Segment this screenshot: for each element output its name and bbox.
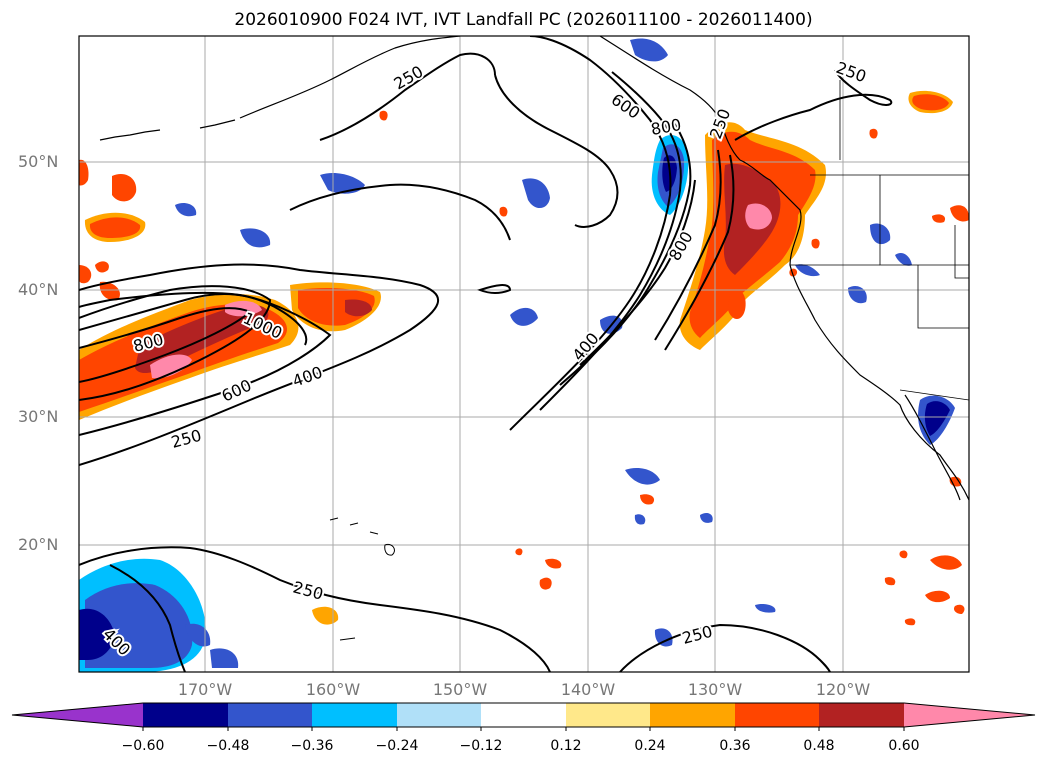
- islands: [329, 517, 395, 641]
- plot-frame: [78, 35, 970, 673]
- lon-label: 160°W: [305, 680, 361, 699]
- colorbar-label: −0.36: [290, 738, 334, 754]
- colorbar-label: 0.36: [719, 738, 751, 754]
- lon-label: 130°W: [687, 680, 743, 699]
- lat-label: 50°N: [18, 152, 59, 171]
- colorbar-bin: [143, 703, 228, 727]
- ivt-contours: [79, 36, 893, 672]
- colorbar-label: −0.24: [375, 738, 419, 754]
- colorbar-bin: [650, 703, 735, 727]
- colorbar-label: 0.60: [888, 738, 920, 754]
- colorbar-label: 0.12: [550, 738, 582, 754]
- lon-label: 140°W: [560, 680, 616, 699]
- colorbar-bin: [397, 703, 481, 727]
- colorbar-extend-right: [904, 703, 1035, 727]
- graticule: [79, 36, 969, 672]
- lat-label: 20°N: [18, 535, 59, 554]
- colorbar-label: 0.48: [803, 738, 835, 754]
- colorbar-extend-left: [12, 703, 143, 727]
- colorbar-bin: [819, 703, 904, 727]
- colorbar-label: −0.12: [459, 738, 503, 754]
- colorbar-bin: [735, 703, 819, 727]
- lon-label: 170°W: [177, 680, 233, 699]
- colorbar-bin: [566, 703, 650, 727]
- colorbar-bin: [312, 703, 397, 727]
- colorbar-label: −0.60: [121, 738, 165, 754]
- lat-label: 40°N: [18, 280, 59, 299]
- political-borders: [790, 80, 969, 401]
- colorbar-bin: [228, 703, 312, 727]
- lon-label: 150°W: [432, 680, 488, 699]
- coastlines: [99, 36, 969, 501]
- colorbar-label: 0.24: [634, 738, 666, 754]
- lon-label: 120°W: [815, 680, 871, 699]
- colorbar-label: −0.48: [206, 738, 250, 754]
- lat-label: 30°N: [18, 407, 59, 426]
- map-title: 2026010900 F024 IVT, IVT Landfall PC (20…: [234, 10, 813, 30]
- colorbar: [11, 702, 1036, 731]
- colorbar-bin: [481, 703, 566, 727]
